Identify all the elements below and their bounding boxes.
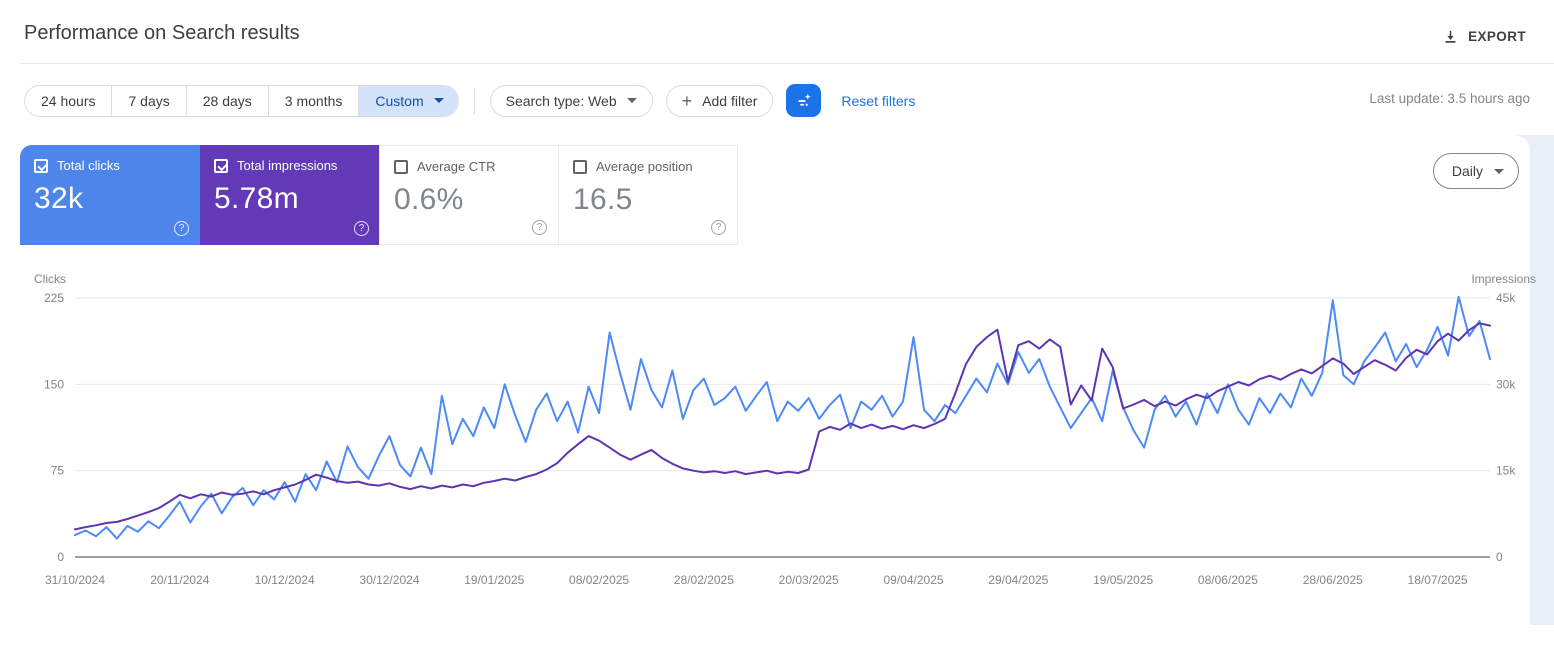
svg-text:28/02/2025: 28/02/2025: [674, 573, 734, 587]
date-range-3-months[interactable]: 3 months: [268, 85, 360, 116]
svg-text:225: 225: [44, 291, 64, 305]
svg-text:31/10/2024: 31/10/2024: [45, 573, 105, 587]
filter-bar-divider: [473, 87, 475, 114]
chart-canvas: 0 0 75 15k 150 30k 225 45k Clicks Impressions 31/1…: [34, 272, 1536, 587]
date-range-7-days[interactable]: 7 days: [112, 85, 187, 116]
svg-text:08/06/2025: 08/06/2025: [1198, 573, 1258, 587]
page-title: Performance on Search results: [24, 22, 300, 44]
checkbox-checked-icon[interactable]: [34, 158, 48, 173]
tile-label: Average CTR: [417, 159, 496, 174]
svg-text:Impressions: Impressions: [1471, 272, 1536, 286]
chevron-down-icon: [433, 98, 444, 103]
search-type-label: Search type: Web: [505, 92, 617, 109]
granularity-label: Daily: [1451, 163, 1483, 179]
tile-total-impressions[interactable]: Total impressions 5.78m ?: [200, 145, 380, 245]
filter-sparkle-button[interactable]: [786, 84, 822, 117]
help-icon[interactable]: ?: [532, 220, 547, 235]
tile-value: 5.78m: [214, 182, 299, 215]
svg-text:Clicks: Clicks: [34, 272, 66, 286]
help-icon[interactable]: ?: [174, 221, 189, 236]
tile-average-position[interactable]: Average position 16.5 ?: [558, 145, 738, 245]
svg-text:45k: 45k: [1496, 291, 1516, 305]
export-button[interactable]: EXPORT: [1438, 22, 1530, 51]
checkbox-unchecked-icon[interactable]: [394, 159, 408, 174]
content-background: Total clicks 32k ? Total impressions 5.7…: [0, 135, 1554, 645]
filter-bar: 24 hours 7 days 28 days 3 months Custom …: [24, 84, 915, 117]
plus-icon: +: [681, 90, 693, 111]
svg-text:150: 150: [44, 377, 64, 391]
svg-text:08/02/2025: 08/02/2025: [569, 573, 629, 587]
svg-text:28/06/2025: 28/06/2025: [1303, 573, 1363, 587]
filter-sparkle-icon: [794, 91, 814, 111]
tile-label: Total clicks: [57, 158, 120, 173]
metric-tiles: Total clicks 32k ? Total impressions 5.7…: [20, 145, 738, 245]
svg-text:19/05/2025: 19/05/2025: [1093, 573, 1153, 587]
svg-text:18/07/2025: 18/07/2025: [1408, 573, 1468, 587]
tile-label: Average position: [596, 159, 693, 174]
search-type-chip[interactable]: Search type: Web: [489, 84, 653, 117]
svg-text:30/12/2024: 30/12/2024: [359, 573, 419, 587]
granularity-dropdown[interactable]: Daily: [1432, 153, 1519, 189]
tile-label: Total impressions: [237, 158, 338, 173]
tile-total-clicks[interactable]: Total clicks 32k ?: [20, 145, 200, 245]
last-update-text: Last update: 3.5 hours ago: [1369, 91, 1530, 106]
export-label: EXPORT: [1468, 29, 1526, 44]
svg-text:15k: 15k: [1496, 464, 1516, 478]
svg-text:10/12/2024: 10/12/2024: [255, 573, 315, 587]
date-range-28-days[interactable]: 28 days: [186, 85, 269, 116]
help-icon[interactable]: ?: [711, 220, 726, 235]
performance-chart[interactable]: 0 0 75 15k 150 30k 225 45k Clicks Impressions 31/1…: [0, 265, 1554, 613]
help-icon[interactable]: ?: [354, 221, 369, 236]
chevron-down-icon: [1494, 168, 1504, 174]
date-range-custom[interactable]: Custom: [359, 85, 458, 116]
download-icon: [1442, 28, 1459, 45]
checkbox-checked-icon[interactable]: [214, 158, 228, 173]
add-filter-label: Add filter: [702, 92, 758, 109]
svg-text:0: 0: [1496, 550, 1503, 564]
chevron-down-icon: [626, 98, 637, 103]
svg-text:29/04/2025: 29/04/2025: [988, 573, 1048, 587]
reset-filters-link[interactable]: Reset filters: [841, 92, 916, 109]
svg-text:19/01/2025: 19/01/2025: [464, 573, 524, 587]
tile-value: 32k: [34, 182, 84, 215]
date-range-group: 24 hours 7 days 28 days 3 months Custom: [24, 84, 459, 117]
svg-text:20/11/2024: 20/11/2024: [150, 573, 209, 587]
performance-card: Total clicks 32k ? Total impressions 5.7…: [0, 135, 1536, 645]
add-filter-chip[interactable]: + Add filter: [665, 84, 774, 117]
svg-text:20/03/2025: 20/03/2025: [779, 573, 839, 587]
tile-value: 0.6%: [394, 183, 464, 216]
svg-text:0: 0: [57, 550, 64, 564]
tile-value: 16.5: [573, 183, 633, 216]
svg-text:09/04/2025: 09/04/2025: [883, 573, 943, 587]
header-divider: [20, 63, 1554, 64]
svg-text:30k: 30k: [1496, 377, 1516, 391]
svg-text:75: 75: [51, 464, 65, 478]
custom-label: Custom: [375, 92, 424, 109]
tile-average-ctr[interactable]: Average CTR 0.6% ?: [379, 145, 559, 245]
date-range-24-hours[interactable]: 24 hours: [25, 85, 113, 116]
checkbox-unchecked-icon[interactable]: [573, 159, 587, 174]
